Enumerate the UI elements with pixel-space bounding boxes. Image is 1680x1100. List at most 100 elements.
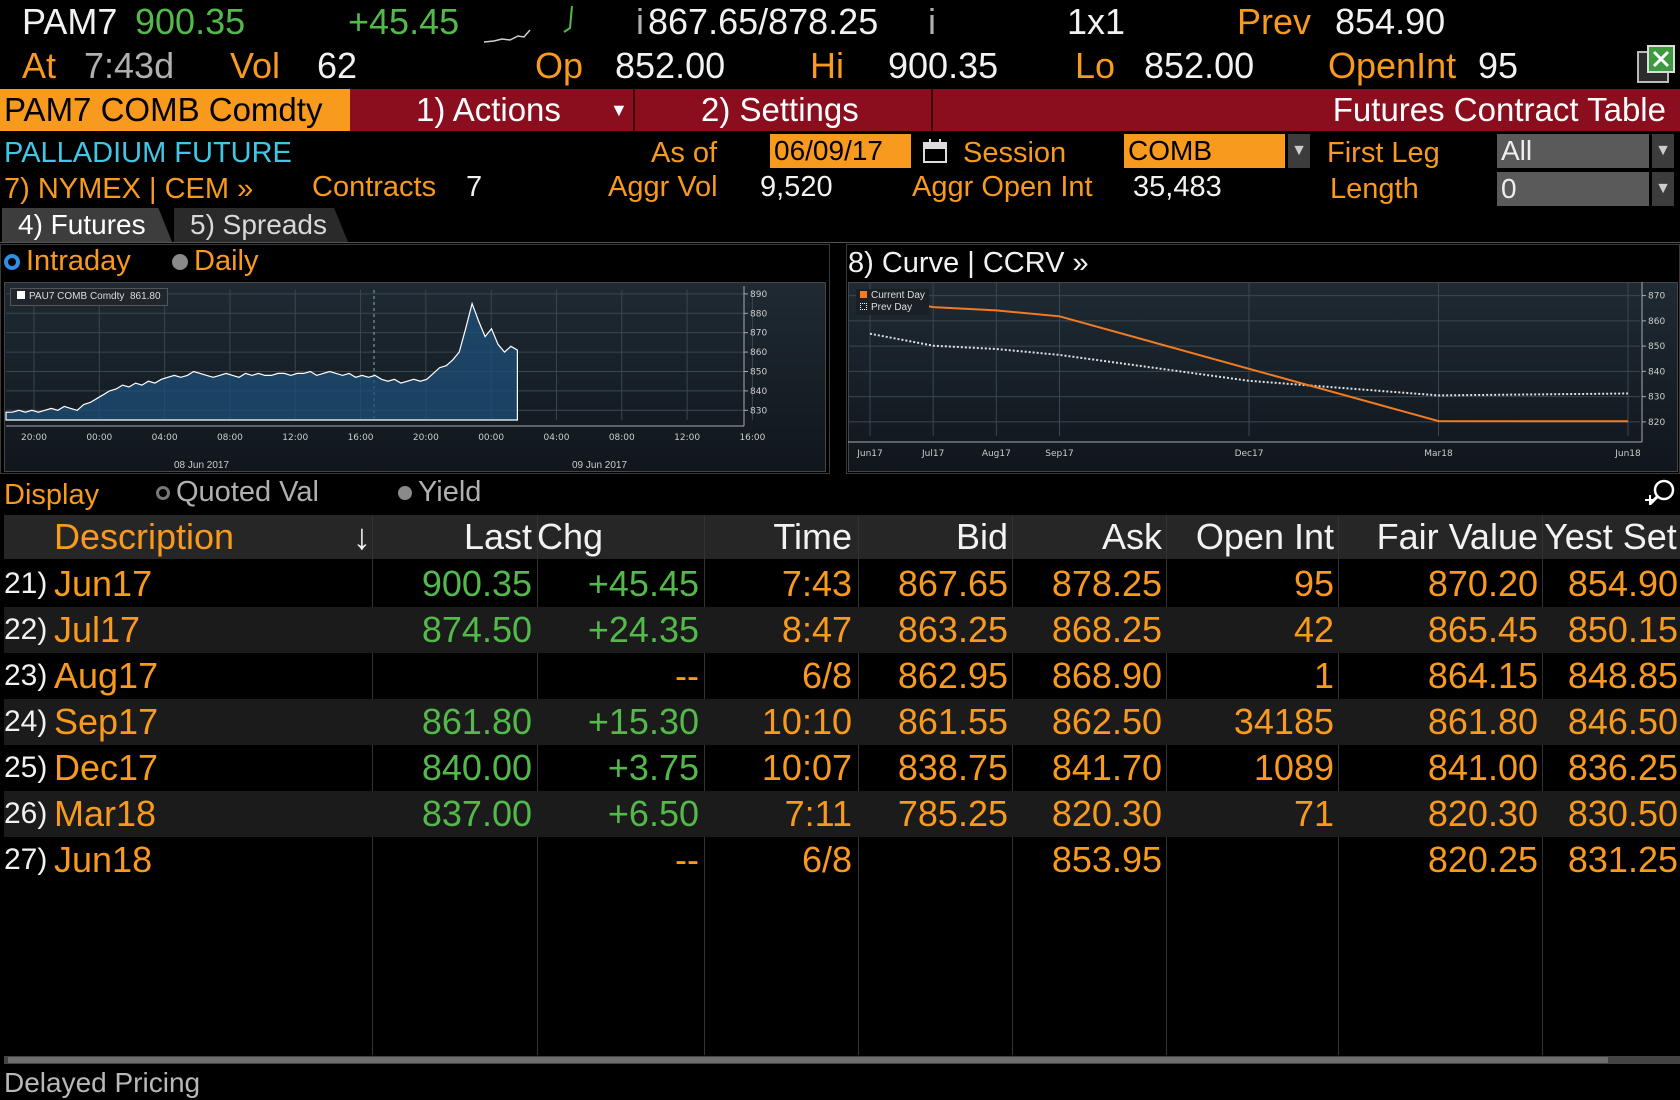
col-divider [1542,515,1543,1055]
at-label: At [22,45,57,86]
session-dropdown-icon[interactable]: ▼ [1288,134,1310,168]
cell-desc[interactable]: Jul17 [54,609,141,650]
legend-current-label: Current Day [871,290,925,301]
cell-ask: 868.90 [1051,655,1162,696]
cell-last: 840.00 [421,747,532,788]
yield-radio[interactable]: Yield [398,475,481,509]
radio-unselected-icon [172,254,188,271]
intraday-chart[interactable]: 890 880 870 860 850 840 830 20:00 00:00 04:00 08:… [4,282,830,474]
col-divider [704,515,705,1055]
tab-spreads[interactable]: 5) Spreads [174,208,348,242]
aggr-vol-label: Aggr Vol [608,171,718,203]
y-tick-label: 830 [750,406,767,416]
cell-desc[interactable]: Dec17 [54,747,159,788]
settings-menu[interactable]: 2) Settings [637,89,933,131]
y-tick-label: 870 [1648,292,1665,302]
quoted-val-radio[interactable]: Quoted Val [156,475,319,509]
session-select[interactable]: COMB [1124,134,1285,168]
cell-ys: 831.25 [1567,839,1678,880]
cell-desc[interactable]: Sep17 [54,701,159,742]
bid-ask-prefix: i [636,1,644,42]
cell-chg: +15.30 [587,701,699,742]
vol-label: Vol [230,45,281,86]
cell-desc[interactable]: Jun18 [54,839,153,880]
intraday-radio[interactable]: Intraday [4,244,131,278]
x-tick-label: Mar18 [1424,449,1453,459]
at-value: 7:43d [84,45,175,86]
x-tick-label: 16:00 [348,433,374,443]
cell-oi: 1 [1313,655,1334,696]
cell-time: 10:10 [761,701,852,742]
curve-title-link[interactable]: 8) Curve | CCRV » [848,247,1089,279]
x-tick-label: 00:00 [478,433,504,443]
display-label: Display [4,479,100,511]
cell-desc[interactable]: Mar18 [54,793,157,834]
col-header-fair-value[interactable]: Fair Value [1376,516,1538,557]
x-tick-label: 08:00 [609,433,635,443]
col-header-description[interactable]: Description [54,516,235,557]
cell-ys: 830.50 [1567,793,1678,834]
col-header-open-int[interactable]: Open Int [1195,516,1334,557]
curve-chart[interactable]: 870 860 850 840 830 820 Jun17 Jul17 Aug17 Sep17 D… [848,282,1680,474]
x-tick-label: 16:00 [739,433,765,443]
tab-futures[interactable]: 4) Futures [2,208,172,242]
cell-oi: 42 [1293,609,1334,650]
low-value: 852.00 [1144,45,1255,86]
cell-bid: 863.25 [897,609,1008,650]
asof-date-input[interactable]: 06/09/17 [770,134,911,168]
cell-chg: +45.45 [587,563,699,604]
cell-num: 25) [4,751,48,784]
first-leg-dropdown-icon[interactable]: ▼ [1652,134,1674,168]
cell-num: 21) [4,567,48,600]
cell-desc[interactable]: Aug17 [54,655,159,696]
cell-oi: 95 [1293,563,1334,604]
cell-time: 10:07 [761,747,852,788]
col-header-time[interactable]: Time [773,516,852,557]
export-excel-icon[interactable] [1636,44,1678,86]
aggr-oi-label: Aggr Open Int [912,171,1093,203]
col-header-last[interactable]: Last [463,516,532,557]
x-tick-label: 08:00 [217,433,243,443]
zoom-icon[interactable] [1644,478,1678,510]
cell-num: 22) [4,613,48,646]
daily-radio[interactable]: Daily [172,244,258,278]
cell-oi: 71 [1293,793,1334,834]
cell-desc[interactable]: Jun17 [54,563,153,604]
calendar-icon[interactable] [922,138,948,164]
exchange-link[interactable]: 7) NYMEX | CEM » [4,173,254,205]
y-tick-label: 880 [750,309,767,319]
x-tick-label: 20:00 [21,433,47,443]
high-value: 900.35 [888,45,999,86]
length-select[interactable]: 0 [1497,172,1649,206]
openint-value: 95 [1478,45,1519,86]
actions-menu[interactable]: 1) Actions ▼ [352,89,635,131]
cell-ys: 854.90 [1567,563,1678,604]
table-row[interactable] [4,607,1680,653]
legend-prev-label: Prev Day [871,302,913,313]
col-header-bid[interactable]: Bid [955,516,1008,557]
col-header-ask[interactable]: Ask [1101,516,1162,557]
cell-fv: 841.00 [1427,747,1538,788]
cell-time: 6/8 [801,655,852,696]
cell-time: 8:47 [781,609,852,650]
intraday-date-1: 08 Jun 2017 [174,460,230,471]
cell-ask: 862.50 [1051,701,1162,742]
scrollbar-thumb[interactable] [8,1057,1608,1063]
settings-label: 2) Settings [701,91,859,128]
security-field[interactable]: PAM7 COMB Comdty [0,89,350,131]
cell-bid: 867.65 [897,563,1008,604]
table-row[interactable] [4,699,1680,745]
sort-arrow-icon[interactable]: ↓ [353,516,371,557]
col-header-yest-settle[interactable]: Yest Set [1544,516,1677,557]
length-dropdown-icon[interactable]: ▼ [1652,172,1674,206]
table-row[interactable] [4,791,1680,837]
tick-up-icon [563,5,573,33]
col-header-chg-settle[interactable]: Chg Settle [537,516,604,557]
curve-legend: Current Day Prev Day [856,289,929,315]
y-tick-label: 860 [750,348,767,358]
col-divider [858,515,859,1055]
first-leg-select[interactable]: All [1497,134,1649,168]
prev-label: Prev [1237,1,1312,42]
vol-value: 62 [317,45,358,86]
legend-swatch-icon [17,291,25,299]
